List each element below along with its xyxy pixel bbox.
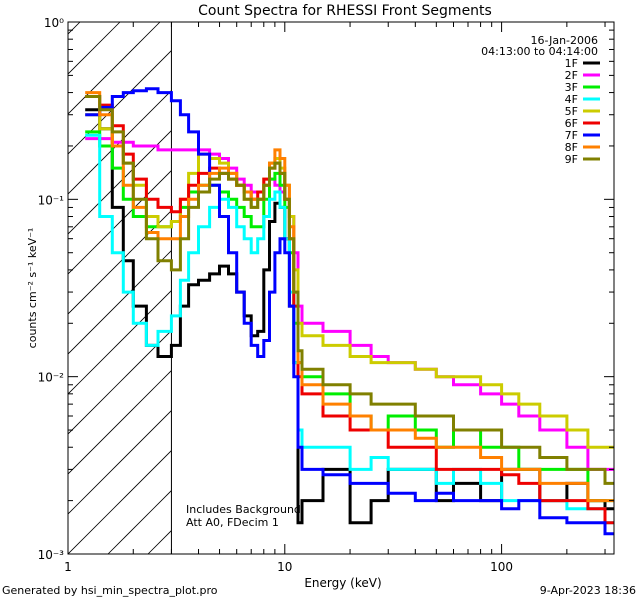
x-tick-label: 100 xyxy=(490,560,513,574)
y-tick-label: 10⁻¹ xyxy=(38,193,65,207)
series-line-7f xyxy=(85,87,614,536)
series-line-4f xyxy=(85,133,614,525)
hatch-line xyxy=(68,22,161,115)
y-axis-label: counts cm⁻² s⁻¹ keV⁻¹ xyxy=(26,228,39,349)
hatch-line xyxy=(68,369,172,475)
legend-label-1f: 1F xyxy=(565,57,578,70)
x-tick-label: 10 xyxy=(277,560,292,574)
legend-date: 16-Jan-2006 xyxy=(531,34,599,47)
y-tick-label: 10⁻³ xyxy=(38,548,65,562)
hatch-line xyxy=(68,409,172,515)
series-line-9f xyxy=(85,95,614,485)
legend-label-2f: 2F xyxy=(565,69,578,82)
hatch-line xyxy=(68,209,172,315)
legend-time-range: 04:13:00 to 04:14:00 xyxy=(481,45,598,58)
legend-label-3f: 3F xyxy=(565,81,578,94)
series-lines xyxy=(85,87,614,536)
legend-label-8f: 8F xyxy=(565,141,578,154)
series-line-1f xyxy=(85,108,614,525)
plot-frame xyxy=(67,21,615,555)
legend-header: 16-Jan-2006 04:13:00 to 04:14:00 xyxy=(481,34,598,58)
legend-label-9f: 9F xyxy=(565,153,578,166)
hatch-line xyxy=(68,449,172,554)
footer-date: 9-Apr-2023 18:36 xyxy=(540,584,636,597)
y-tick-label: 10⁰ xyxy=(44,16,64,30)
chart-title: Count Spectra for RHESSI Front Segments xyxy=(198,3,492,19)
hatch-line xyxy=(68,89,172,195)
footer-generated: Generated by hsi_min_spectra_plot.pro xyxy=(2,584,218,597)
axis-ticks: 1 10 100 10⁻³ 10⁻² 10⁻¹ 10⁰ xyxy=(38,16,614,574)
legend-label-6f: 6F xyxy=(565,117,578,130)
x-tick-label: 1 xyxy=(64,560,72,574)
x-axis-label: Energy (keV) xyxy=(304,576,381,590)
annotation-attenuator: Att A0, FDecim 1 xyxy=(186,516,279,529)
annotation-background: Includes Background xyxy=(186,503,301,516)
legend-label-7f: 7F xyxy=(565,129,578,142)
y-tick-label: 10⁻² xyxy=(38,371,65,385)
legend-label-5f: 5F xyxy=(565,105,578,118)
legend-label-4f: 4F xyxy=(565,93,578,106)
